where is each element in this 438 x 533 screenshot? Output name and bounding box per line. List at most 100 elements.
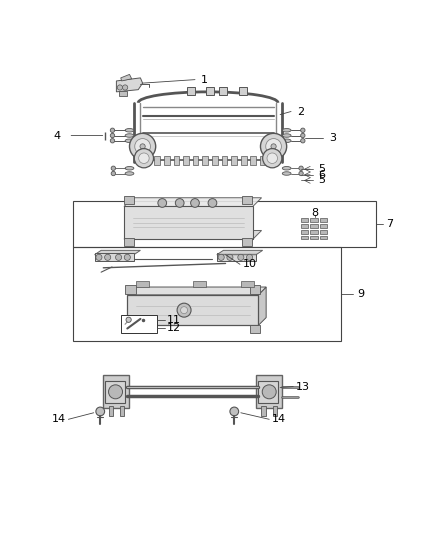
Circle shape (208, 199, 217, 207)
Bar (73, 247, 341, 341)
Bar (173, 156, 179, 165)
Text: 3: 3 (329, 133, 336, 143)
Bar (300, 219, 308, 222)
Bar (124, 238, 134, 246)
Ellipse shape (125, 166, 134, 170)
Circle shape (266, 139, 282, 154)
Circle shape (180, 306, 187, 313)
Bar (320, 224, 327, 228)
Bar (258, 381, 278, 403)
Bar (95, 253, 134, 261)
Circle shape (111, 171, 116, 176)
Bar (164, 156, 170, 165)
Ellipse shape (283, 166, 291, 170)
Bar (121, 314, 156, 333)
Polygon shape (256, 375, 283, 408)
Bar (242, 197, 251, 204)
Text: 14: 14 (52, 414, 66, 424)
Bar (320, 236, 327, 239)
Circle shape (271, 144, 276, 149)
Circle shape (238, 254, 244, 261)
Bar (124, 197, 134, 204)
Ellipse shape (283, 139, 291, 142)
Bar (219, 87, 227, 95)
Circle shape (140, 144, 145, 149)
Polygon shape (103, 375, 129, 408)
Bar (124, 206, 253, 239)
Bar (222, 156, 227, 165)
Bar (125, 285, 136, 294)
Circle shape (135, 139, 150, 154)
Polygon shape (258, 287, 266, 326)
Circle shape (300, 128, 305, 133)
Circle shape (134, 149, 153, 168)
Circle shape (191, 199, 199, 207)
Text: 12: 12 (167, 324, 181, 333)
Bar (310, 219, 318, 222)
Text: 6: 6 (318, 170, 325, 180)
Bar (106, 381, 125, 403)
Ellipse shape (125, 134, 134, 138)
Bar (206, 87, 214, 95)
Bar (251, 156, 256, 165)
Bar (73, 201, 376, 247)
Bar (270, 156, 276, 165)
Bar (320, 230, 327, 234)
Circle shape (117, 85, 123, 90)
Circle shape (105, 254, 111, 261)
Circle shape (261, 133, 287, 159)
Circle shape (267, 153, 278, 164)
Circle shape (109, 385, 123, 399)
Bar (241, 156, 247, 165)
Circle shape (139, 153, 149, 164)
Bar (310, 236, 318, 239)
Circle shape (110, 139, 115, 143)
Bar (300, 224, 308, 228)
Bar (154, 156, 160, 165)
Circle shape (218, 254, 224, 261)
Text: 5: 5 (318, 175, 325, 185)
Bar (183, 156, 189, 165)
Bar (145, 156, 150, 165)
Bar (310, 230, 318, 234)
Bar (119, 91, 127, 96)
Bar (242, 238, 251, 246)
Bar (127, 295, 258, 326)
Circle shape (116, 254, 122, 261)
Circle shape (158, 199, 166, 207)
Circle shape (175, 199, 184, 207)
Bar (202, 156, 208, 165)
Polygon shape (127, 287, 266, 295)
Bar (212, 156, 218, 165)
Circle shape (230, 407, 239, 416)
Polygon shape (95, 251, 141, 255)
Circle shape (300, 139, 305, 143)
Text: 13: 13 (296, 382, 310, 392)
Circle shape (300, 133, 305, 138)
Bar (250, 285, 261, 294)
Text: 10: 10 (243, 260, 257, 269)
Bar (273, 406, 277, 416)
Ellipse shape (283, 134, 291, 138)
Ellipse shape (283, 172, 291, 175)
Circle shape (262, 385, 276, 399)
Bar (239, 87, 247, 95)
Circle shape (177, 303, 191, 317)
Bar (241, 281, 254, 287)
Bar (217, 253, 256, 261)
Text: 7: 7 (387, 219, 394, 229)
Polygon shape (121, 75, 132, 81)
Text: 14: 14 (272, 414, 286, 424)
Text: 8: 8 (311, 208, 318, 218)
Polygon shape (124, 198, 261, 206)
Text: 11: 11 (167, 315, 181, 325)
Bar (310, 224, 318, 228)
Text: 1: 1 (201, 75, 208, 85)
Bar (250, 325, 261, 333)
Bar (300, 236, 308, 239)
Polygon shape (124, 230, 261, 239)
Circle shape (124, 254, 131, 261)
Bar (193, 281, 206, 287)
Polygon shape (217, 251, 263, 255)
Bar (231, 156, 237, 165)
